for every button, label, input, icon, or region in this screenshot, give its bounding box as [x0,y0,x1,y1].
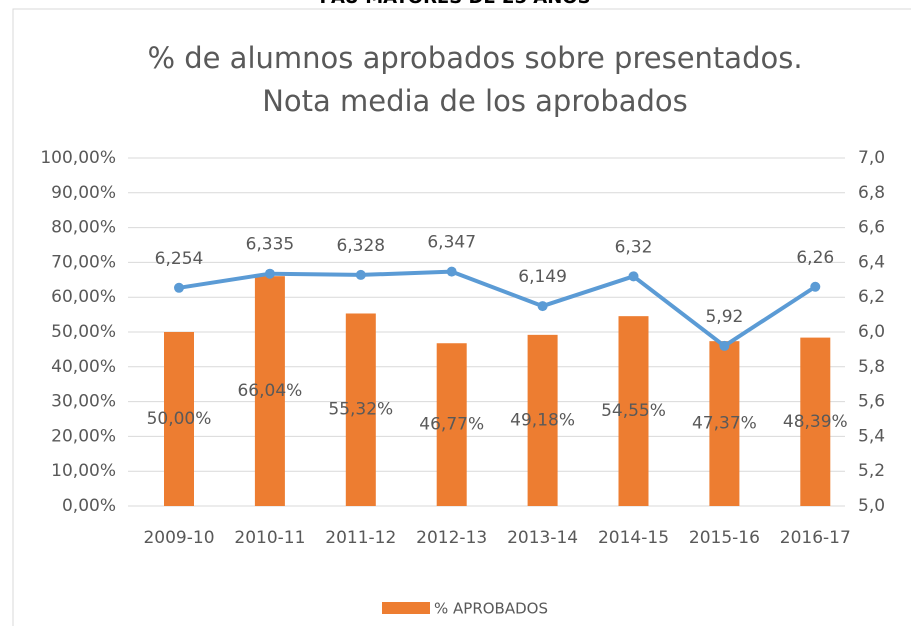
data-label: 49,18% [510,410,575,430]
y-tick-label: 70,00% [51,252,116,272]
line-marker [537,301,548,312]
y2-tick-label: 6,2 [858,287,885,307]
y-tick-label: 100,00% [40,148,116,168]
line-marker [810,281,821,292]
y-tick-label: 40,00% [51,357,116,377]
x-tick-label: 2014-15 [598,528,669,548]
data-label: 6,335 [246,235,295,255]
data-label: 48,39% [783,412,848,432]
y-tick-label: 50,00% [51,322,116,342]
y2-tick-label: 5,4 [858,426,885,446]
y2-tick-label: 5,2 [858,461,885,481]
data-label: 55,32% [328,400,393,420]
bar [618,316,649,506]
y2-tick-label: 6,8 [858,183,885,203]
data-label: 6,149 [518,267,567,287]
y-tick-label: 20,00% [51,426,116,446]
x-tick-label: 2016-17 [780,528,851,548]
data-label: 6,328 [336,236,385,256]
data-label: 66,04% [237,381,302,401]
data-label: 54,55% [601,401,666,421]
data-label: 6,32 [615,237,653,257]
chart-title: Nota media de los aprobados [262,84,688,118]
line-marker [174,282,184,293]
line-marker [264,268,275,279]
line-marker [719,340,730,351]
y2-tick-label: 5,8 [858,357,885,377]
legend-label: % APROBADOS [434,600,548,618]
y2-tick-label: 6,4 [858,252,885,272]
data-label: 6,26 [796,248,834,268]
data-label: 5,92 [705,307,743,327]
bar [527,334,558,506]
bar [254,276,285,506]
y2-tick-label: 6,0 [858,322,885,342]
data-label: 47,37% [692,414,757,434]
x-tick-label: 2009-10 [143,528,214,548]
chart-title: % de alumnos aprobados sobre presentados… [147,41,802,75]
x-tick-label: 2012-13 [416,528,487,548]
bar [436,343,467,506]
y-tick-label: 10,00% [51,461,116,481]
chart-frame [12,8,911,626]
y-tick-label: 0,00% [62,496,116,516]
y2-tick-label: 6,6 [858,218,885,238]
line-marker [355,269,366,280]
y-tick-label: 30,00% [51,392,116,412]
data-label: 6,254 [155,249,204,269]
page-heading: PAU MAYORES DE 25 AÑOS [319,0,590,8]
y-tick-label: 80,00% [51,218,116,238]
line [178,269,817,348]
data-label: 46,77% [419,415,484,435]
y-tick-label: 90,00% [51,183,116,203]
bar [800,337,831,506]
x-tick-label: 2010-11 [234,528,305,548]
data-label: 6,347 [427,233,476,253]
y2-tick-label: 7,0 [858,148,885,168]
legend-swatch [382,602,430,614]
data-label: 50,00% [147,409,212,429]
x-tick-label: 2013-14 [507,528,578,548]
y-tick-label: 60,00% [51,287,116,307]
bar [709,341,740,506]
bar [164,332,194,506]
x-tick-label: 2011-12 [325,528,396,548]
y2-tick-label: 5,6 [858,392,885,412]
line-marker [628,271,639,282]
line-marker [446,266,457,277]
y2-tick-label: 5,0 [858,496,885,516]
bar [345,313,376,506]
x-tick-label: 2015-16 [689,528,760,548]
